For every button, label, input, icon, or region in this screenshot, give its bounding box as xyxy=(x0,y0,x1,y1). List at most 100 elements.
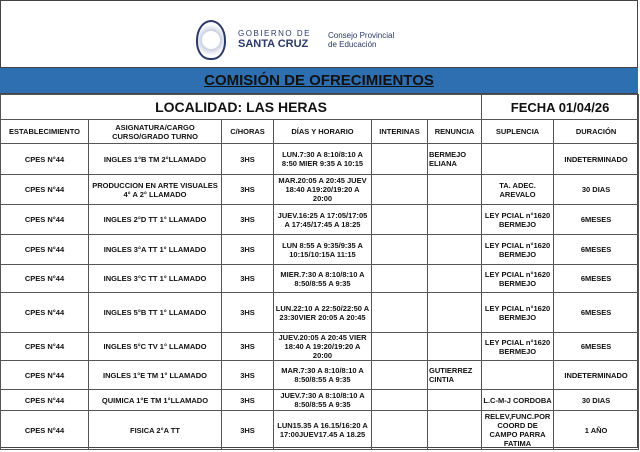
page-title: COMISIÓN DE OFRECIMIENTOS xyxy=(204,72,434,89)
cell-dias: LUN.7:30 A 8:10/8:10 A 8:50 MIER 9:35 A … xyxy=(273,143,372,175)
cell-est: CPES N°44 xyxy=(0,143,89,175)
table-row: CPES N°44 INGLES 3°C TT 1° LLAMADO 3HS MIER… xyxy=(0,264,640,293)
cell-horas: 3HS xyxy=(221,360,274,390)
cell-dias: JUEV.7:30 A 8:10/8:10 A 8:50/8:55 A 9:35 xyxy=(273,389,372,411)
table-row: CPES N°44 INGLES 3°A TT 1° LLAMADO 3HS LUN … xyxy=(0,234,640,265)
council-name: Consejo Provincial de Educación xyxy=(328,31,394,49)
cell-interinas xyxy=(371,264,428,293)
column-header: INTERINAS xyxy=(371,119,428,144)
cell-horas: 3HS xyxy=(221,292,274,333)
cell-est: CPES N°44 xyxy=(0,174,89,205)
cell-dias: MIER.7:30 A 8:10/8:10 A 8:50/8:55 A 9:35 xyxy=(273,264,372,293)
column-header: DURACIÓN xyxy=(553,119,640,144)
column-header: RENUNCIA xyxy=(426,119,483,144)
cell-duracion: 6MESES xyxy=(553,204,640,235)
header-logo-area: GOBIERNO DE SANTA CRUZ Consejo Provincia… xyxy=(0,0,638,67)
table-row: CPES N°44 QUIMICA 1°E TM 1°LLAMADO 3HS JUEV… xyxy=(0,389,640,411)
table-row: CPES N°44 INGLES 5°B TT 1° LLAMADO 3HS LUN.… xyxy=(0,292,640,333)
cell-est: CPES N°44 xyxy=(0,292,89,333)
cell-interinas xyxy=(371,410,428,450)
column-header: SUPLENCIA xyxy=(481,119,555,144)
cell-interinas xyxy=(371,292,428,333)
cell-renuncia xyxy=(426,174,483,205)
cell-duracion: INDETERMINADO xyxy=(553,360,640,390)
cell-suplencia: RELEV,FUNC.POR COORD DE CAMPO PARRA FATI… xyxy=(481,410,555,450)
column-header: C/HORAS xyxy=(221,119,274,144)
cell-duracion: 6MESES xyxy=(553,234,640,265)
cell-suplencia xyxy=(481,143,555,175)
cell-horas: 3HS xyxy=(221,234,274,265)
cell-suplencia: LEY PCIAL n°1620 BERMEJO xyxy=(481,332,555,361)
council-line1: Consejo Provincial xyxy=(328,31,395,40)
cell-suplencia: TA. ADEC. AREVALO xyxy=(481,174,555,205)
cell-est: CPES N°44 xyxy=(0,389,89,411)
cell-renuncia xyxy=(426,264,483,293)
cell-est: CPES N°44 xyxy=(0,234,89,265)
table-row: CPES N°44 FISICA 2°A TT 3HS LUN15.35 A 16.1… xyxy=(0,410,640,450)
cell-renuncia xyxy=(426,204,483,235)
cell-est: CPES N°44 xyxy=(0,264,89,293)
cell-interinas xyxy=(371,360,428,390)
cell-suplencia: L.C-M-J CORDOBA xyxy=(481,389,555,411)
cell-interinas xyxy=(371,174,428,205)
cell-duracion: 1 AÑO xyxy=(553,410,640,450)
cell-dias: LUN.22:10 A 22:50/22:50 A 23:30VIER 20:0… xyxy=(273,292,372,333)
offers-table: LOCALIDAD: LAS HERAS FECHA 01/04/26 ESTA… xyxy=(0,94,640,450)
cell-interinas xyxy=(371,234,428,265)
cell-asig: INGLES 1°B TM 2°LLAMADO xyxy=(88,143,222,175)
cell-dias: JUEV.16:25 A 17:05/17:05 A 17:45/17:45 A… xyxy=(273,204,372,235)
localidad: LOCALIDAD: LAS HERAS xyxy=(0,94,483,120)
logo-line2: SANTA CRUZ xyxy=(238,38,309,50)
cell-horas: 3HS xyxy=(221,410,274,450)
cell-dias: LUN15.35 A 16.15/16:20 A 17:00JUEV17.45 … xyxy=(273,410,372,450)
cell-asig: QUIMICA 1°E TM 1°LLAMADO xyxy=(88,389,222,411)
cell-renuncia: BERMEJO ELIANA xyxy=(426,143,483,175)
table-row: CPES N°44 INGLES 1°E TM 1° LLAMADO 3HS MAR.… xyxy=(0,360,640,390)
fecha: FECHA 01/04/26 xyxy=(481,94,640,120)
cell-horas: 3HS xyxy=(221,389,274,411)
cell-asig: INGLES 5°C TV 1° LLAMADO xyxy=(88,332,222,361)
cell-horas: 3HS xyxy=(221,204,274,235)
cell-asig: INGLES 3°A TT 1° LLAMADO xyxy=(88,234,222,265)
table-row: CPES N°44 INGLES 5°C TV 1° LLAMADO 3HS JUEV… xyxy=(0,332,640,361)
cell-asig: PRODUCCION EN ARTE VISUALES 4° A 2° LLAM… xyxy=(88,174,222,205)
cell-renuncia xyxy=(426,234,483,265)
cell-suplencia: LEY PCIAL n°1620 BERMEJO xyxy=(481,234,555,265)
cell-dias: LUN 8:55 A 9:35/9:35 A 10:15/10:15A 11:1… xyxy=(273,234,372,265)
council-line2: de Educación xyxy=(328,40,377,49)
table-row: CPES N°44 INGLES 2°D TT 1° LLAMADO 3HS JUEV… xyxy=(0,204,640,235)
cell-interinas xyxy=(371,204,428,235)
cell-est: CPES N°44 xyxy=(0,204,89,235)
cell-est: CPES N°44 xyxy=(0,360,89,390)
header-row: ESTABLECIMIENTO ASIGNATURA/CARGO CURSO/GR… xyxy=(0,119,640,144)
cell-est: CPES N°44 xyxy=(0,410,89,450)
cell-suplencia: LEY PCIAL n°1620 BERMEJO xyxy=(481,204,555,235)
cell-duracion: 6MESES xyxy=(553,292,640,333)
cell-asig: INGLES 3°C TT 1° LLAMADO xyxy=(88,264,222,293)
cell-est: CPES N°44 xyxy=(0,332,89,361)
column-header: ASIGNATURA/CARGO CURSO/GRADO TURNO xyxy=(88,119,222,144)
cell-renuncia: GUTIERREZ CINTIA xyxy=(426,360,483,390)
logo-line1: GOBIERNO DE xyxy=(238,29,311,38)
cell-asig: INGLES 5°B TT 1° LLAMADO xyxy=(88,292,222,333)
cell-renuncia xyxy=(426,410,483,450)
cell-dias: MAR.20:05 A 20:45 JUEV 18:40 A19:20/19:2… xyxy=(273,174,372,205)
cell-horas: 3HS xyxy=(221,174,274,205)
cell-interinas xyxy=(371,143,428,175)
cell-dias: JUEV.20:05 A 20:45 VIER 18:40 A 19:20/19… xyxy=(273,332,372,361)
cell-horas: 3HS xyxy=(221,143,274,175)
cell-duracion: 30 DIAS xyxy=(553,389,640,411)
cell-suplencia xyxy=(481,360,555,390)
cell-interinas xyxy=(371,389,428,411)
cell-asig: INGLES 2°D TT 1° LLAMADO xyxy=(88,204,222,235)
santa-cruz-seal-icon xyxy=(196,20,226,60)
cell-horas: 3HS xyxy=(221,332,274,361)
title-banner: COMISIÓN DE OFRECIMIENTOS xyxy=(0,67,638,94)
column-header: DÍAS Y HORARIO xyxy=(273,119,372,144)
cell-dias: MAR.7:30 A 8:10/8:10 A 8:50/8:55 A 9:35 xyxy=(273,360,372,390)
cell-duracion: 6MESES xyxy=(553,264,640,293)
cell-suplencia: LEY PCIAL n°1620 BERMEJO xyxy=(481,292,555,333)
cell-renuncia xyxy=(426,389,483,411)
cell-asig: FISICA 2°A TT xyxy=(88,410,222,450)
cell-duracion: 6MESES xyxy=(553,332,640,361)
